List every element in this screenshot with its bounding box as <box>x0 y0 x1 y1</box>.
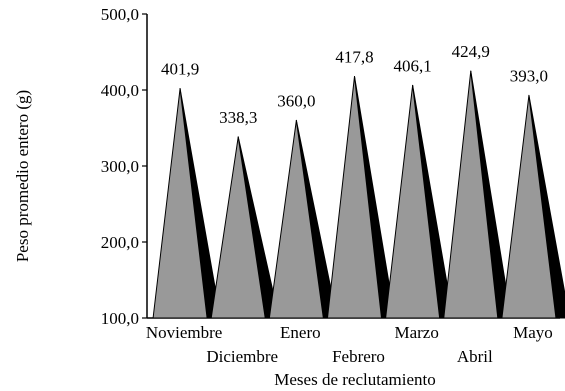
pyramid-bar <box>443 70 499 319</box>
pyramid-bar <box>268 119 324 319</box>
pyramid-bar <box>385 84 441 319</box>
data-label: 401,9 <box>161 60 199 79</box>
y-tick-label: 300,0 <box>101 157 139 176</box>
y-tick-label: 500,0 <box>101 5 139 24</box>
x-tick-label: Marzo <box>394 323 438 342</box>
x-tick-label: Noviembre <box>146 323 222 342</box>
data-label: 360,0 <box>277 91 315 110</box>
data-label: 424,9 <box>452 42 490 61</box>
y-tick-label: 200,0 <box>101 233 139 252</box>
pyramid-bar <box>210 136 266 319</box>
labels-group: 100,0 200,0 300,0 400,0 500,0 401,9 Noviembre 3… <box>101 5 553 366</box>
bars-group <box>152 70 565 319</box>
y-tick-label: 100,0 <box>101 309 139 328</box>
y-axis-title: Peso promedio entero (g) <box>13 90 32 262</box>
data-label: 417,8 <box>335 47 373 66</box>
data-label: 393,0 <box>510 66 548 85</box>
y-tick-label: 400,0 <box>101 81 139 100</box>
pyramid-bar <box>152 88 208 319</box>
x-axis-title: Meses de reclutamiento <box>274 370 435 389</box>
pyramid-bar <box>327 75 382 319</box>
x-tick-label: Abril <box>457 347 493 366</box>
x-tick-label: Febrero <box>332 347 385 366</box>
pyramid-bar <box>501 94 557 319</box>
x-tick-label: Diciembre <box>206 347 278 366</box>
data-label: 406,1 <box>394 56 432 75</box>
x-tick-label: Mayo <box>513 323 553 342</box>
data-label: 338,3 <box>219 108 257 127</box>
x-tick-label: Enero <box>280 323 321 342</box>
